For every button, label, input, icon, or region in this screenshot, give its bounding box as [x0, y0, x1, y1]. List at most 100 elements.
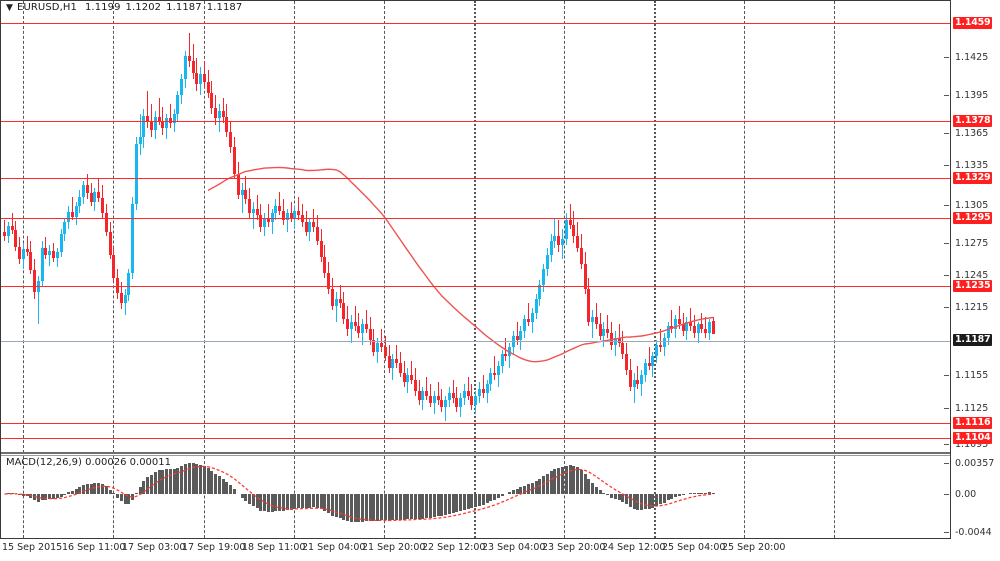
candle-body: [101, 198, 105, 214]
pane-divider: [1, 452, 950, 454]
candle-body: [368, 328, 372, 341]
macd-histogram-bar: [361, 494, 365, 522]
price-level-tag[interactable]: 1.1459: [953, 17, 993, 29]
macd-histogram-bar: [564, 465, 568, 494]
candle-wick: [339, 284, 341, 308]
candle-body: [255, 208, 259, 216]
macd-histogram-bar: [417, 494, 421, 520]
candle-body: [93, 192, 97, 202]
macd-histogram-bar: [485, 494, 489, 504]
candle-wick: [516, 321, 518, 345]
time-axis[interactable]: 15 Sep 2015 16 Sep 11:00 17 Sep 03:00 17 Se…: [0, 539, 951, 561]
candle-body: [29, 252, 33, 270]
candle-wick: [441, 388, 443, 412]
candle-body: [598, 324, 602, 336]
macd-histogram-bar: [36, 494, 40, 502]
candle-body: [217, 111, 221, 119]
price-level-tag[interactable]: 1.1378: [953, 115, 993, 127]
macd-histogram-bar: [462, 494, 466, 510]
macd-histogram-bar: [568, 465, 572, 494]
candle-body: [40, 247, 44, 282]
candle-body: [640, 374, 644, 385]
ohlc-close: 1.1187: [206, 2, 243, 13]
macd-histogram-bar: [21, 494, 25, 496]
price-level-tag[interactable]: 1.1329: [953, 172, 993, 184]
macd-axis-tick: [944, 463, 949, 464]
macd-histogram-bar: [647, 494, 651, 509]
macd-histogram-bar: [142, 481, 146, 494]
price-level-tag[interactable]: 1.1235: [953, 280, 993, 292]
price-chart-pane[interactable]: [1, 1, 950, 453]
macd-histogram-bar: [297, 494, 301, 509]
candle-body: [52, 251, 55, 259]
price-level-line[interactable]: [1, 423, 950, 424]
candle-wick: [279, 192, 281, 216]
macd-histogram-bar: [576, 467, 580, 494]
price-axis-tick: [944, 205, 949, 206]
grid-line-vertical: [564, 456, 565, 538]
macd-histogram-bar: [651, 494, 655, 508]
macd-histogram-bar: [674, 494, 678, 497]
macd-histogram-bar: [658, 494, 662, 505]
macd-histogram-bar: [33, 494, 37, 501]
candle-body: [557, 236, 561, 246]
price-level-tag[interactable]: 1.1104: [953, 432, 993, 444]
price-level-tag[interactable]: 1.1295: [953, 212, 993, 224]
price-level-line[interactable]: [1, 438, 950, 439]
grid-line-vertical: [654, 1, 656, 453]
time-axis-tick-label: 21 Sep 04:00: [302, 542, 366, 553]
candle-body: [621, 342, 625, 355]
chart-frame-right: [950, 0, 951, 539]
macd-histogram-bar: [63, 494, 67, 495]
price-level-line[interactable]: [1, 218, 950, 219]
macd-histogram-bar: [383, 494, 387, 521]
chart-frame-bottom: [0, 538, 951, 539]
price-axis-tick-label: 1.1425: [955, 52, 989, 63]
macd-histogram-bar: [572, 465, 576, 494]
grid-line-vertical: [23, 456, 24, 538]
macd-histogram-bar: [519, 487, 523, 494]
candle-body: [462, 391, 466, 399]
macd-histogram-bar: [97, 483, 101, 494]
candle-body: [704, 328, 708, 334]
candle-wick: [139, 113, 141, 156]
price-level-tag[interactable]: 1.1116: [953, 417, 993, 429]
macd-indicator-pane[interactable]: [1, 456, 950, 538]
candle-body: [112, 254, 116, 278]
candle-body: [504, 354, 508, 357]
macd-histogram-bar: [293, 494, 297, 509]
candle-body: [572, 224, 576, 237]
macd-histogram-bar: [527, 484, 531, 494]
candle-body: [334, 298, 338, 306]
candle-body: [685, 321, 689, 332]
candle-body: [78, 196, 82, 207]
triangle-down-icon[interactable]: ▼: [6, 3, 14, 13]
price-axis-tick: [944, 408, 949, 409]
macd-histogram-bar: [101, 484, 105, 494]
price-level-line[interactable]: [1, 286, 950, 287]
macd-histogram-bar: [146, 477, 150, 494]
macd-histogram-bar: [255, 494, 259, 509]
time-axis-tick-label: 17 Sep 03:00: [122, 542, 186, 553]
macd-histogram-bar: [108, 489, 112, 494]
price-level-line[interactable]: [1, 178, 950, 179]
macd-histogram-bar: [692, 493, 696, 495]
macd-histogram-bar: [342, 494, 346, 520]
candle-body: [6, 225, 10, 237]
price-level-line[interactable]: [1, 121, 950, 122]
candle-body: [545, 254, 549, 269]
price-level-line[interactable]: [1, 23, 950, 24]
grid-line-vertical: [744, 456, 745, 538]
candle-body: [97, 192, 101, 199]
price-axis[interactable]: 1.1425 1.1395 1.1365 1.1335 1.1305 1.1275 1.12…: [951, 0, 1000, 561]
macd-histogram-bar: [346, 494, 350, 522]
candle-body: [199, 74, 203, 84]
macd-histogram-bar: [134, 492, 138, 494]
candle-body: [470, 395, 474, 405]
macd-histogram-bar: [315, 494, 319, 508]
candle-wick: [241, 183, 243, 214]
moving-average-line: [207, 166, 714, 363]
grid-line-vertical: [204, 1, 205, 453]
macd-histogram-bar: [643, 494, 647, 510]
macd-histogram-bar: [104, 486, 108, 494]
